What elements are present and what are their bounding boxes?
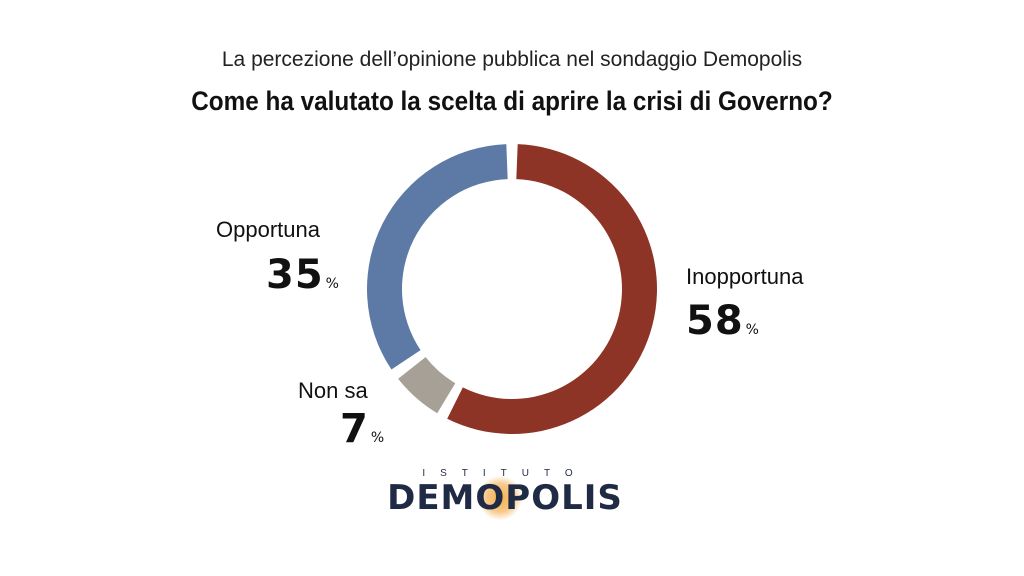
value-opportuna-percent: % <box>325 276 339 292</box>
value-non-sa-percent: % <box>370 430 385 446</box>
value-inopportuna-number: 58 <box>686 298 744 344</box>
label-non-sa: Non sa <box>298 378 368 403</box>
value-non-sa-number: 7 <box>340 406 369 452</box>
label-opportuna: Opportuna <box>216 217 320 242</box>
value-non-sa: 7% <box>340 406 384 452</box>
logo-sun-icon <box>478 476 522 520</box>
slice-non-sa <box>398 357 456 414</box>
value-inopportuna: 58% <box>686 298 759 344</box>
chart-subtitle: La percezione dell’opinione pubblica nel… <box>221 48 803 71</box>
logo-top-text: ISTITUTO <box>422 468 588 479</box>
label-inopportuna: Inopportuna <box>686 264 804 289</box>
slice-inopportuna <box>447 144 657 434</box>
logo-main-text: DEMOPOLIS <box>387 478 623 518</box>
slice-opportuna <box>367 144 508 370</box>
value-inopportuna-percent: % <box>745 322 759 338</box>
value-opportuna-number: 35 <box>266 252 324 298</box>
demopolis-logo: ISTITUTO DEMOPOLIS <box>360 468 650 520</box>
chart-title: Come ha valutato la scelta di aprire la … <box>191 86 833 116</box>
value-opportuna: 35% <box>266 252 339 298</box>
